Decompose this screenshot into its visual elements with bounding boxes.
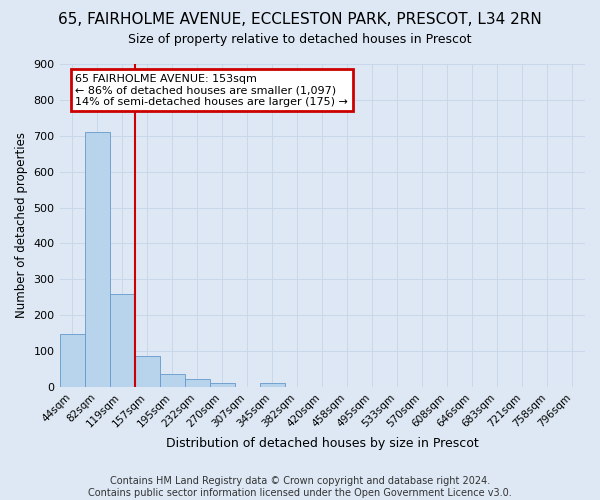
Bar [85,132,110,387]
Bar [185,379,209,387]
Bar [160,374,185,387]
Text: Size of property relative to detached houses in Prescot: Size of property relative to detached ho… [128,32,472,46]
Text: Contains HM Land Registry data © Crown copyright and database right 2024.
Contai: Contains HM Land Registry data © Crown c… [88,476,512,498]
Bar [260,382,285,387]
Bar [209,382,235,387]
Bar [134,356,160,387]
Bar [110,294,134,387]
Bar [59,334,85,387]
Text: 65 FAIRHOLME AVENUE: 153sqm
← 86% of detached houses are smaller (1,097)
14% of : 65 FAIRHOLME AVENUE: 153sqm ← 86% of det… [76,74,348,107]
X-axis label: Distribution of detached houses by size in Prescot: Distribution of detached houses by size … [166,437,479,450]
Y-axis label: Number of detached properties: Number of detached properties [15,132,28,318]
Text: 65, FAIRHOLME AVENUE, ECCLESTON PARK, PRESCOT, L34 2RN: 65, FAIRHOLME AVENUE, ECCLESTON PARK, PR… [58,12,542,28]
